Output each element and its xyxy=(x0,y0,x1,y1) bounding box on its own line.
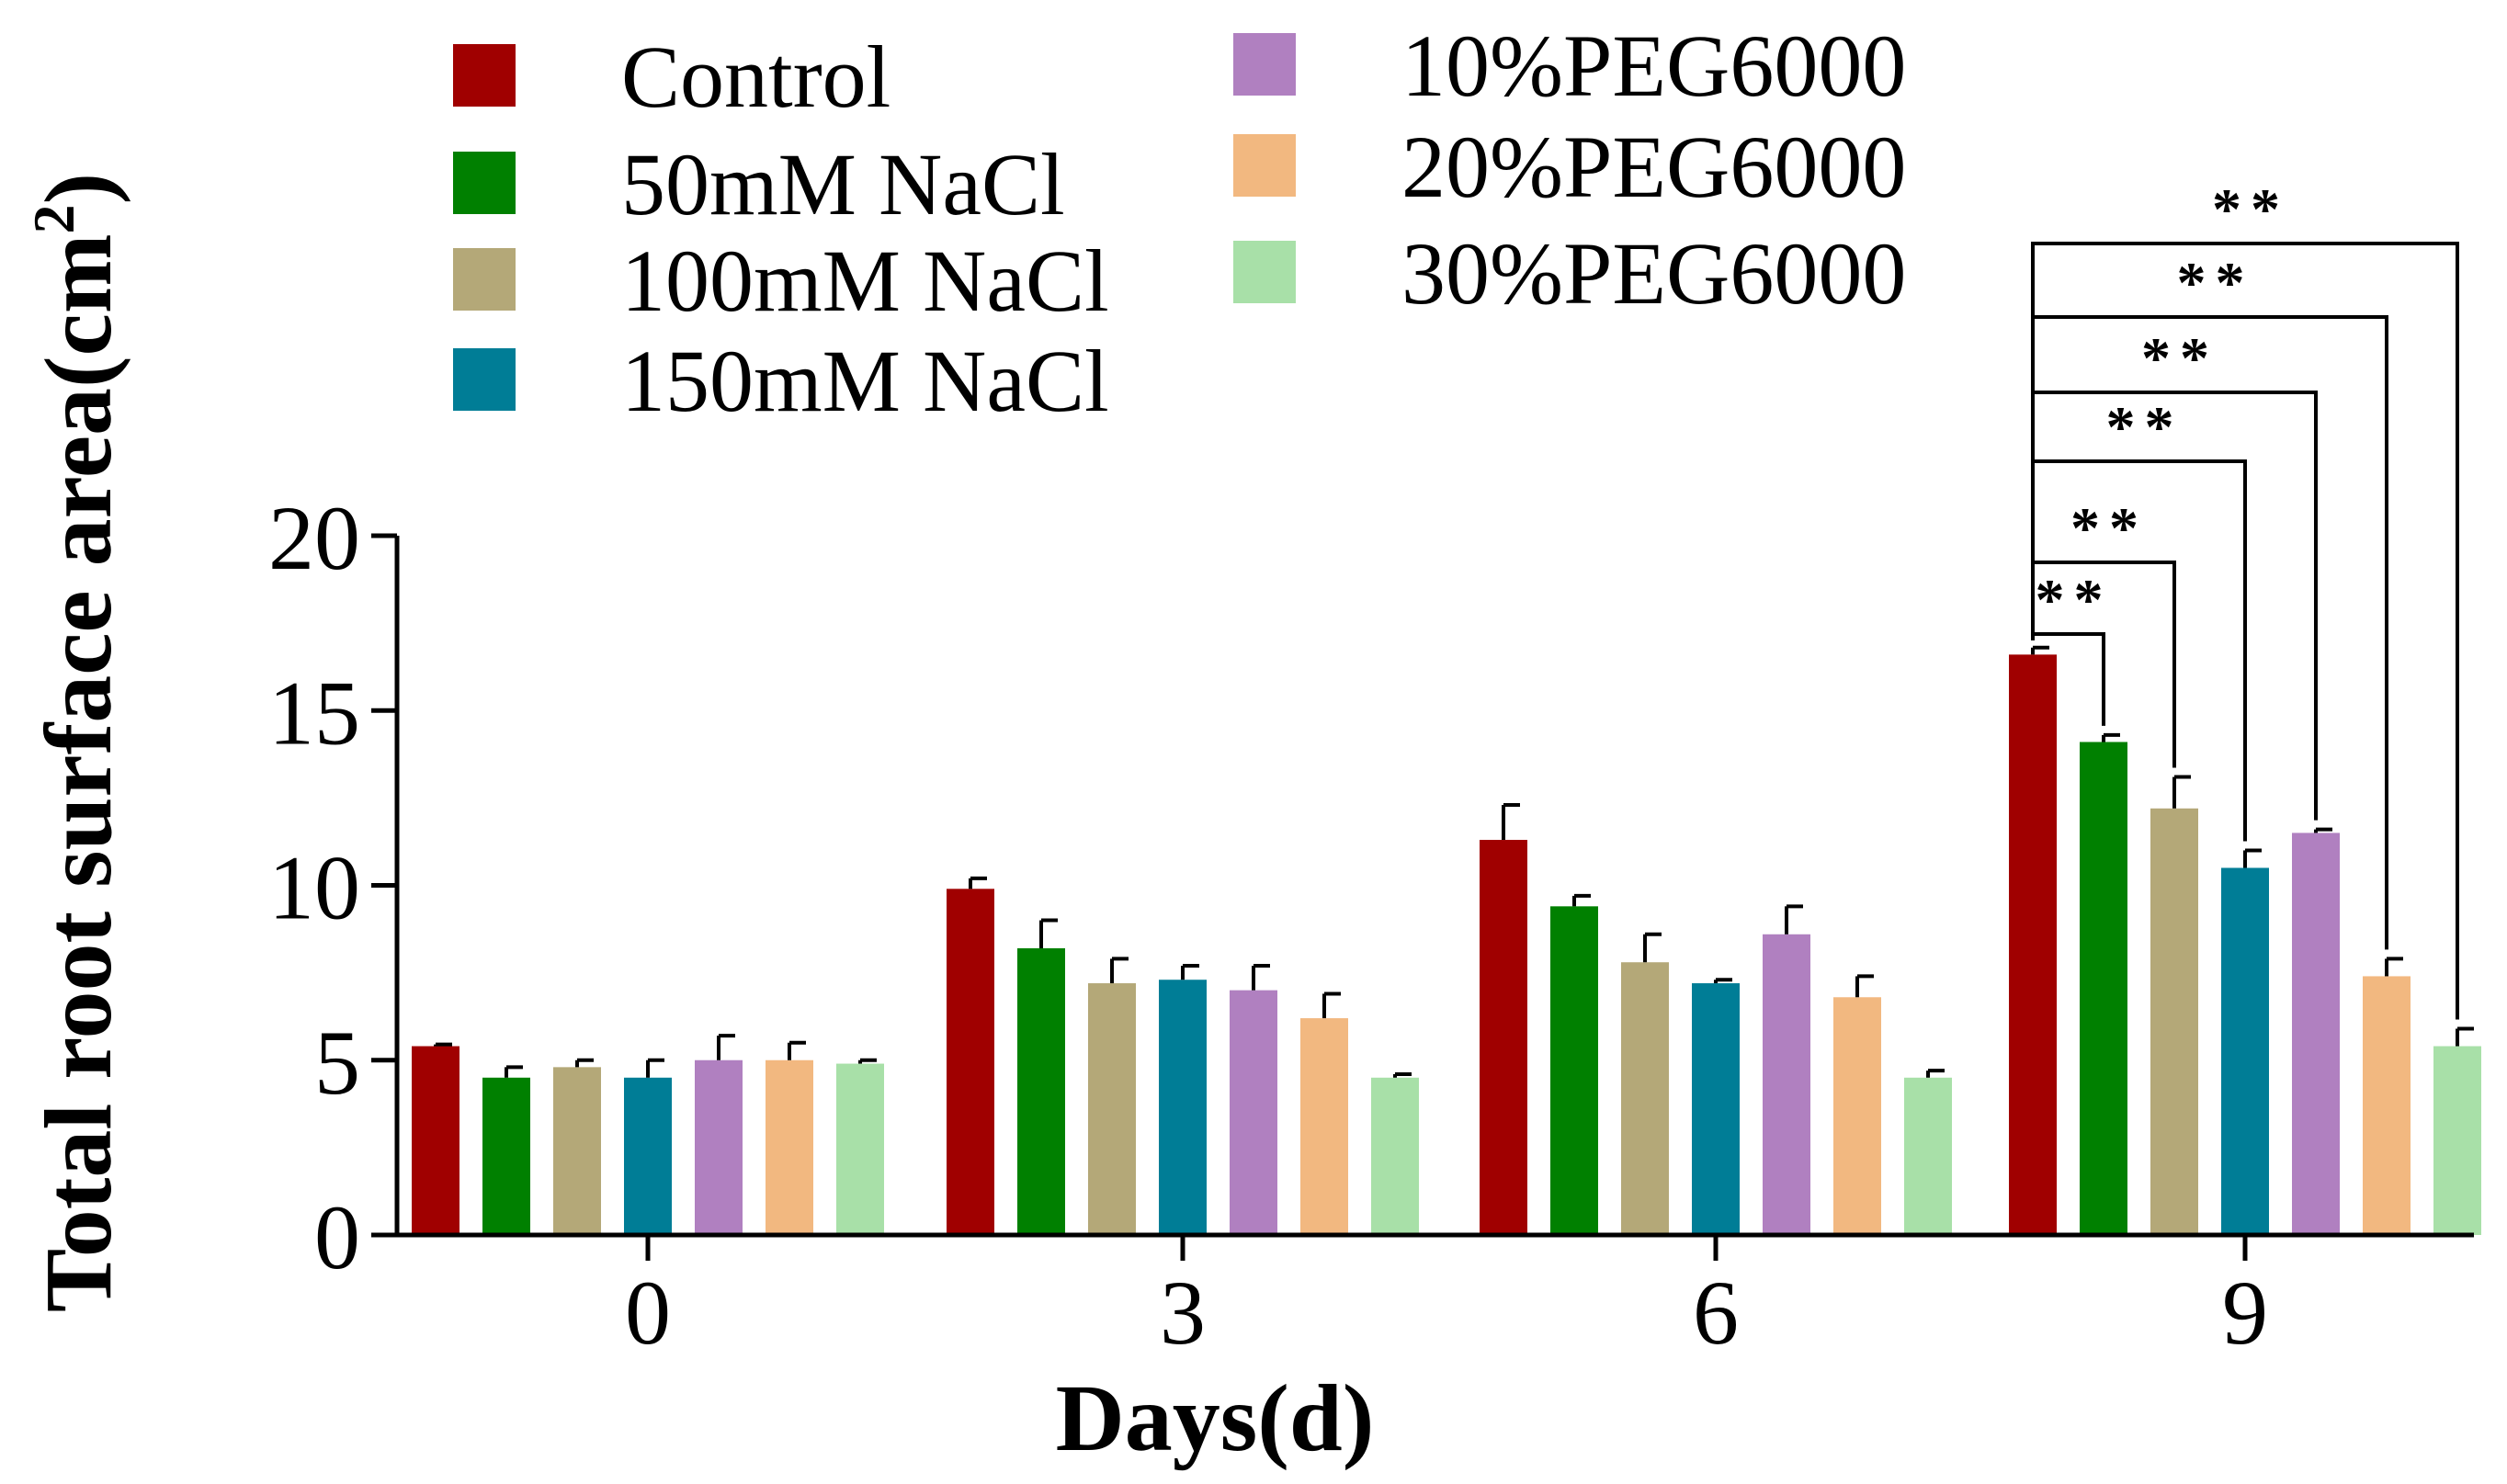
legend-swatch xyxy=(453,152,516,214)
bar xyxy=(947,889,994,1235)
legend-item: 50mM NaCl xyxy=(453,135,1065,233)
bar xyxy=(1088,983,1136,1235)
legend-swatch xyxy=(1233,33,1296,96)
y-axis-title-main: Total root surface area(cm xyxy=(26,234,131,1313)
x-tick-label: 6 xyxy=(1693,1262,1739,1364)
bar xyxy=(553,1067,601,1235)
y-axis-title: Total root surface area(cm2) xyxy=(21,173,131,1312)
y-tick-label: 15 xyxy=(268,662,360,764)
bar xyxy=(1371,1077,1419,1235)
legend-label: 100mM NaCl xyxy=(621,232,1109,330)
bar xyxy=(624,1077,672,1235)
bar xyxy=(695,1059,743,1235)
y-tick-label: 5 xyxy=(314,1012,360,1114)
legend-item: 100mM NaCl xyxy=(453,232,1109,330)
x-tick-label: 0 xyxy=(625,1262,671,1364)
legend-label: 20%PEG6000 xyxy=(1401,118,1906,216)
bar xyxy=(2433,1046,2481,1235)
y-tick-label: 20 xyxy=(268,487,360,589)
significance-label: ** xyxy=(2070,495,2148,561)
y-tick-label: 10 xyxy=(268,837,360,939)
significance-label: ** xyxy=(2036,567,2113,632)
significance-label: ** xyxy=(2106,394,2184,459)
significance-label: ** xyxy=(2212,176,2289,242)
y-axis-ticks: 0 5 10 15 20 xyxy=(268,487,397,1288)
legend-swatch xyxy=(453,348,516,411)
significance-label: ** xyxy=(2141,325,2218,391)
bar xyxy=(1621,962,1669,1235)
bar xyxy=(1017,947,1065,1235)
legend-swatch xyxy=(453,44,516,107)
bar xyxy=(1692,983,1740,1235)
bar xyxy=(2363,976,2411,1235)
bar xyxy=(2080,742,2127,1235)
legend-item: 10%PEG6000 xyxy=(1233,17,1906,115)
bars xyxy=(412,645,2481,1235)
legend-swatch xyxy=(1233,134,1296,197)
bar xyxy=(1300,1018,1348,1235)
y-axis-title-close: ) xyxy=(26,173,131,205)
bar xyxy=(1480,840,1527,1235)
bar xyxy=(1230,990,1277,1235)
legend-item: 20%PEG6000 xyxy=(1233,118,1906,216)
bar xyxy=(2292,833,2340,1235)
x-axis-title: Days(d) xyxy=(1056,1365,1375,1471)
bar xyxy=(766,1059,813,1235)
x-tick-label: 9 xyxy=(2222,1262,2268,1364)
significance-annotations: ************ xyxy=(2031,176,2459,1020)
bar xyxy=(1550,906,1598,1235)
bar xyxy=(2150,808,2198,1235)
bar xyxy=(1763,934,1810,1235)
y-tick-label: 0 xyxy=(314,1186,360,1288)
x-tick-label: 3 xyxy=(1160,1262,1206,1364)
bar xyxy=(2221,867,2269,1235)
bar xyxy=(836,1063,884,1235)
bar xyxy=(2009,654,2057,1235)
legend-label: 10%PEG6000 xyxy=(1401,17,1906,115)
bar xyxy=(1159,980,1207,1235)
legend-item: 150mM NaCl xyxy=(453,332,1109,430)
bar xyxy=(1904,1077,1952,1235)
significance-label: ** xyxy=(2177,250,2254,315)
legend-label: Control xyxy=(621,28,890,126)
significance-bracket xyxy=(2031,242,2459,1020)
legend-label: 50mM NaCl xyxy=(621,135,1065,233)
bar xyxy=(1833,997,1881,1235)
x-axis-ticks: 0 3 6 9 xyxy=(625,1235,2268,1364)
legend-swatch xyxy=(453,248,516,311)
legend-label: 150mM NaCl xyxy=(621,332,1109,430)
y-axis-title-superscript: 2 xyxy=(21,205,86,234)
legend-item: 30%PEG6000 xyxy=(1233,224,1906,323)
legend-swatch xyxy=(1233,241,1296,303)
legend-label: 30%PEG6000 xyxy=(1401,224,1906,323)
bar xyxy=(412,1046,459,1235)
legend-item: Control xyxy=(453,28,890,126)
bar xyxy=(482,1077,530,1235)
